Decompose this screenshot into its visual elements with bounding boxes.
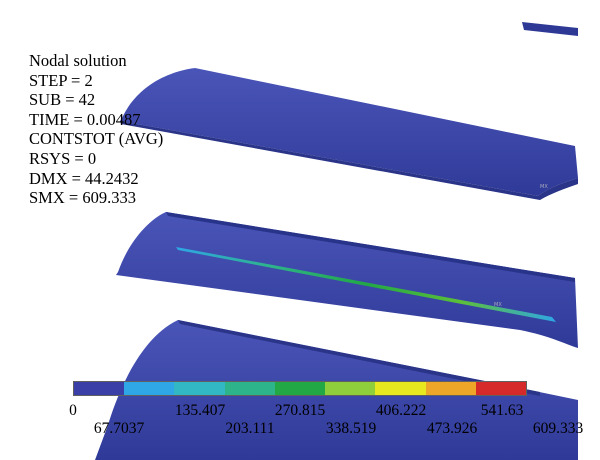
contact-pressure-strip: [176, 247, 556, 322]
node-marker-1: MX: [540, 184, 548, 190]
legend-swatch-3: [224, 382, 275, 395]
legend-swatch-5: [325, 382, 376, 395]
legend-tick-label: 338.519: [325, 420, 377, 437]
legend-tick-label: 0: [69, 402, 77, 419]
legend-tick-label: 203.111: [225, 420, 275, 437]
result-info-panel: Nodal solution STEP = 2 SUB = 42 TIME = …: [29, 51, 163, 208]
dmx-label: DMX = 44.2432: [29, 168, 139, 188]
legend-tick-label: 609.333: [532, 420, 584, 437]
legend-swatch-2: [174, 382, 225, 395]
substep-label: SUB = 42: [29, 90, 96, 110]
legend-tick-label: 473.926: [426, 420, 478, 437]
blade-top-sliver: [522, 22, 578, 36]
legend-swatch-6: [375, 382, 426, 395]
node-marker-2: MX: [494, 302, 502, 308]
legend-swatch-8: [475, 382, 526, 395]
legend-swatch-4: [274, 382, 326, 395]
result-item-label: CONTSTOT (AVG): [29, 129, 164, 149]
legend-tick-label: 541.63: [480, 402, 524, 419]
legend-swatch-0: [74, 382, 125, 395]
contour-legend-bar: [73, 381, 527, 396]
time-label: TIME = 0.00487: [29, 109, 141, 129]
legend-tick-label: 67.7037: [93, 420, 145, 437]
legend-tick-label: 135.407: [174, 402, 226, 419]
legend-tick-label: 270.815: [274, 402, 326, 419]
legend-swatch-7: [425, 382, 476, 395]
smx-label: SMX = 609.333: [29, 188, 136, 208]
legend-tick-label: 406.222: [375, 402, 427, 419]
plot-title: Nodal solution: [29, 51, 127, 70]
legend-swatch-1: [124, 382, 175, 395]
blade-1: [120, 68, 578, 196]
rsys-label: RSYS = 0: [29, 148, 97, 168]
blade-2-ridge: [166, 212, 575, 282]
step-label: STEP = 2: [29, 70, 93, 90]
blade-3-ridge: [178, 320, 540, 396]
